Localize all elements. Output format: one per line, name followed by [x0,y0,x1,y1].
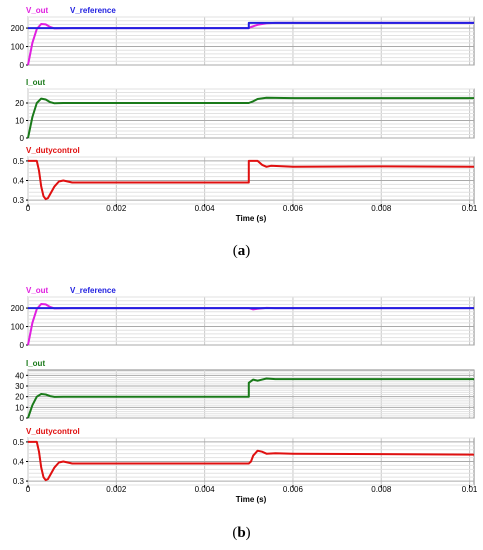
y-tick-label: 20 [15,393,24,402]
y-tick-label: 0.5 [13,438,25,447]
x-axis-label: Time (s) [236,214,267,223]
x-tick-label: 0.002 [106,485,127,494]
x-tick-label: 0.002 [106,204,127,213]
y-tick-label: 0.3 [13,477,25,486]
x-tick-label: 0.006 [283,485,304,494]
caption-a-label: a [237,243,246,259]
legend-i-out: I_out [26,359,45,368]
subplot-frame [27,16,475,66]
legend-i-out: I_out [26,78,45,87]
caption-b: (b) [232,525,251,541]
legend-v-reference: V_reference [70,286,116,295]
series-line-v-reference [28,21,474,30]
legend-v-dutycontrol: V_dutycontrol [26,146,80,155]
subplot-frame [27,369,475,419]
y-tick-label: 40 [15,371,24,380]
subplot-d: 0.3 0.4 0.5V_dutycontrol [13,427,475,486]
subplot-i: 0 10 20 I_out [15,78,475,143]
y-tick-label: 0 [20,61,25,70]
x-tick-label: 0.004 [195,204,216,213]
legend-v-dutycontrol: V_dutycontrol [26,427,80,436]
y-tick-label: 0.5 [13,157,25,166]
x-tick-label: 0 [26,204,31,213]
y-tick-label: 0 [20,341,25,350]
legend-v-reference: V_reference [70,6,116,15]
legend-v-out: V_out [26,6,49,15]
series-line-i-out [27,377,474,419]
caption-b-label: b [237,525,246,541]
x-tick-label: 0.01 [462,204,478,213]
y-tick-label: 200 [11,24,25,33]
x-tick-label: 0.004 [195,485,216,494]
y-tick-label: 0 [20,134,25,143]
x-tick-label: 0.01 [462,485,478,494]
legend-v-out: V_out [26,286,49,295]
y-tick-label: 10 [15,117,24,126]
y-tick-label: 0.4 [13,177,25,186]
x-tick-label: 0.008 [371,485,392,494]
subplot-frame [27,296,475,346]
x-tick-label: 0.006 [283,204,304,213]
y-tick-label: 200 [11,304,25,313]
x-axis-label: Time (s) [236,495,267,504]
y-tick-label: 30 [15,382,24,391]
y-tick-label: 20 [15,99,24,108]
x-tick-label: 0 [26,485,31,494]
series-line-v-dutycontrol [28,440,475,482]
y-tick-label: 0.3 [13,196,25,205]
caption-a: (a) [232,243,251,259]
y-tick-label: 10 [15,403,24,412]
y-tick-label: 0.4 [13,458,25,467]
y-tick-label: 100 [11,43,25,52]
y-tick-label: 100 [11,323,25,332]
y-tick-label: 0 [20,414,25,423]
subplot-d: 0.3 0.4 0.5V_dutycontrol [13,146,475,205]
x-tick-label: 0.008 [371,204,392,213]
series-line-v-dutycontrol [28,159,475,201]
series-line-i-out [27,96,474,139]
